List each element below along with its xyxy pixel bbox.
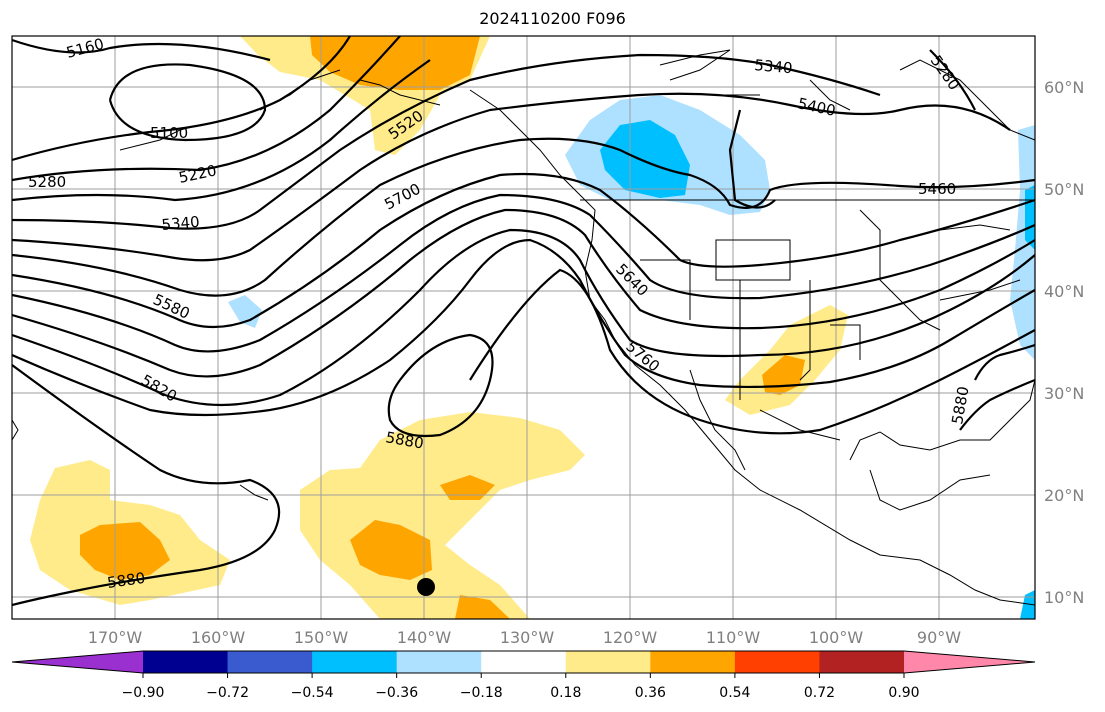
lat-label: 10°N xyxy=(1044,588,1084,607)
contour-label: 5100 xyxy=(150,124,188,142)
colorbar-tick-label: 0.90 xyxy=(888,685,919,701)
colorbar-segment xyxy=(734,651,820,673)
colorbar-tick-label: −0.72 xyxy=(206,685,249,701)
contour-label: 5340 xyxy=(161,213,201,234)
storm-center-dot xyxy=(417,578,435,596)
colorbar-segment xyxy=(819,651,905,673)
map-title: 2024110200 F096 xyxy=(479,9,626,28)
colorbar-tick-label: 0.54 xyxy=(719,685,750,701)
longitude-labels: 170°W 160°W 150°W 140°W 130°W 120°W 110°… xyxy=(88,628,961,647)
lon-label: 170°W xyxy=(88,628,143,647)
lat-label: 60°N xyxy=(1044,78,1084,97)
colorbar-extend-low xyxy=(12,651,143,673)
colorbar-extend-high xyxy=(904,651,1035,673)
colorbar-segment xyxy=(227,651,313,673)
lon-label: 120°W xyxy=(603,628,658,647)
contour-label: 5880 xyxy=(106,569,146,592)
latitude-labels: 60°N 50°N 40°N 30°N 20°N 10°N xyxy=(1044,78,1084,607)
colorbar-tick-label: −0.36 xyxy=(375,685,418,701)
colorbar-tick-label: 0.18 xyxy=(550,685,581,701)
colorbar-segment xyxy=(312,651,398,673)
height-contours xyxy=(12,36,1035,607)
colorbar-segment xyxy=(481,651,567,673)
lon-label: 90°W xyxy=(917,628,961,647)
contour-label: 5280 xyxy=(28,173,66,191)
lat-label: 50°N xyxy=(1044,180,1084,199)
contour-label: 5340 xyxy=(754,56,794,77)
lon-label: 150°W xyxy=(294,628,349,647)
lon-label: 140°W xyxy=(397,628,452,647)
lon-label: 130°W xyxy=(500,628,555,647)
lon-label: 100°W xyxy=(809,628,864,647)
lat-label: 40°N xyxy=(1044,282,1084,301)
lon-label: 160°W xyxy=(191,628,246,647)
lon-label: 110°W xyxy=(706,628,761,647)
lat-label: 30°N xyxy=(1044,384,1084,403)
colorbar-segment xyxy=(650,651,736,673)
colorbar-tick-label: −0.54 xyxy=(291,685,334,701)
colorbar-tick-label: −0.90 xyxy=(122,685,165,701)
colorbar-tick-label: −0.18 xyxy=(460,685,503,701)
colorbar: −0.90 −0.72 −0.54 −0.36 −0.18 0.18 0.36 0.54 0.7… xyxy=(11,650,1036,701)
lat-label: 20°N xyxy=(1044,486,1084,505)
positive-anomaly-shading xyxy=(30,36,848,619)
colorbar-segment xyxy=(143,651,229,673)
colorbar-tick-label: 0.72 xyxy=(804,685,835,701)
contour-label: 5460 xyxy=(918,180,956,198)
map-frame xyxy=(11,35,1036,620)
colorbar-segment xyxy=(565,651,651,673)
colorbar-tick-label: 0.36 xyxy=(635,685,666,701)
colorbar-segment xyxy=(396,651,482,673)
